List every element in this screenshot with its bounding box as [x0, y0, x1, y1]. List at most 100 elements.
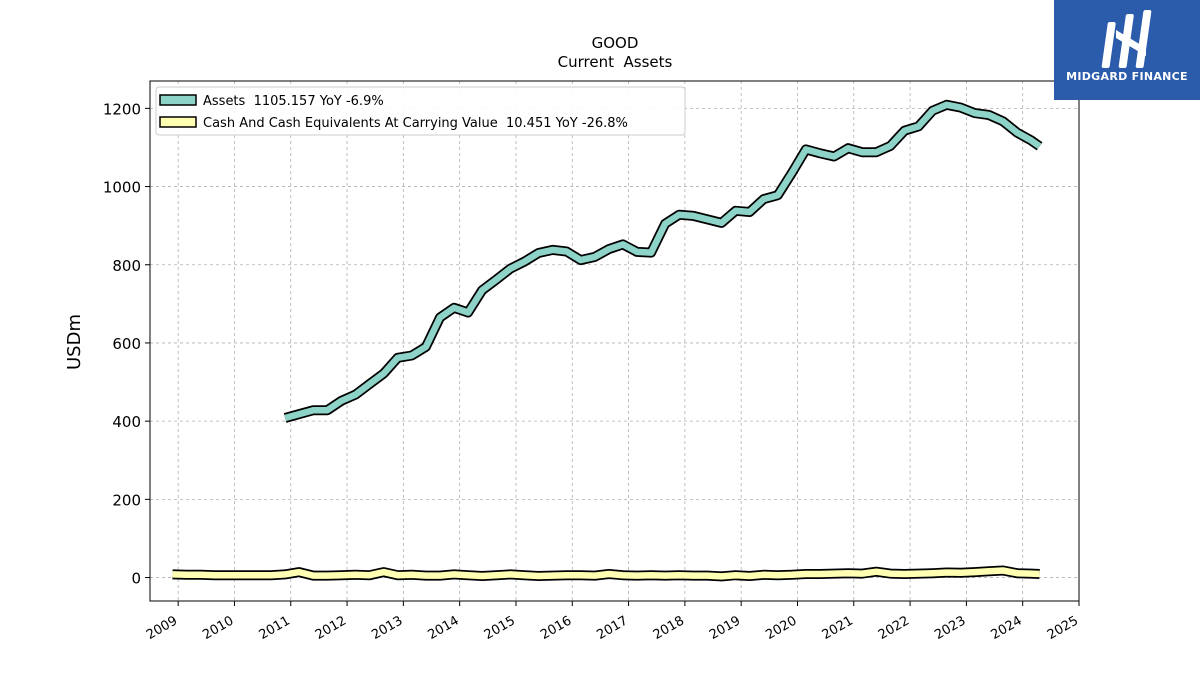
series-0-point — [917, 124, 921, 128]
x-tick-label: 2017 — [594, 613, 630, 643]
series-1-point — [691, 574, 695, 578]
series-1-point — [832, 572, 836, 576]
chart-title: GOOD — [592, 34, 639, 52]
series-0-point — [874, 150, 878, 154]
series-1-point — [903, 572, 907, 576]
series-0-point — [818, 151, 822, 155]
legend-box — [155, 86, 686, 136]
plot-area-frame — [149, 80, 1080, 602]
series-0-point — [410, 354, 414, 358]
series-0-point — [987, 113, 991, 117]
series-1-point — [522, 573, 526, 577]
x-tick-label: 2014 — [426, 613, 462, 643]
series-0-point — [480, 288, 484, 292]
series-0-point — [888, 144, 892, 148]
y-tick-label: 600 — [112, 335, 141, 353]
series-1-point — [1038, 572, 1042, 576]
series-1-point — [508, 572, 512, 576]
series-0-point — [508, 267, 512, 271]
series-1-point — [593, 574, 597, 578]
series-1-point — [621, 573, 625, 577]
series-1-point — [551, 574, 555, 578]
series-1-point — [438, 574, 442, 578]
brand-name: MIDGARD FINANCE — [1066, 70, 1188, 83]
series-0-point — [790, 171, 794, 175]
series-0-point — [720, 221, 724, 225]
series-0-points — [283, 103, 1042, 420]
x-tick-label: 2018 — [651, 613, 687, 643]
series-0-point — [593, 255, 597, 259]
x-tick-label: 2015 — [482, 613, 518, 643]
series-1-point — [213, 573, 217, 577]
x-axis: 2009 2010 2011 2012 2013 2014 2015 2016 2017 2018… — [144, 601, 1081, 643]
series-0-point — [734, 209, 738, 213]
series-1-point — [734, 573, 738, 577]
x-tick-label: 2024 — [989, 613, 1025, 643]
x-tick-label: 2025 — [1045, 613, 1081, 643]
series-0-line — [284, 101, 1042, 422]
x-tick-label: 2010 — [200, 613, 236, 643]
series-0-point — [579, 258, 583, 262]
series-0-point — [903, 129, 907, 133]
series-0-point — [565, 250, 569, 254]
series-0-point — [551, 248, 555, 252]
series-1-point — [959, 571, 963, 575]
series-1-point — [607, 572, 611, 576]
series-1-point — [283, 572, 287, 576]
y-tick-label: 1000 — [103, 179, 141, 197]
series-0-point — [959, 106, 963, 110]
series-0-point — [438, 316, 442, 320]
series-0-point — [494, 278, 498, 282]
series-1-point — [790, 573, 794, 577]
series-0-point — [354, 393, 358, 397]
series-1-point — [368, 573, 372, 577]
x-tick-label: 2012 — [313, 613, 349, 643]
series-0-point — [776, 193, 780, 197]
series-0-point — [537, 251, 541, 255]
series-1-point — [1015, 571, 1019, 575]
series-0-point — [607, 247, 611, 251]
series-0-point — [1038, 144, 1042, 148]
y-tick-label: 1200 — [103, 100, 141, 118]
x-tick-label: 2020 — [763, 613, 799, 643]
series-1-point — [874, 570, 878, 574]
series-1-point — [297, 570, 301, 574]
x-tick-label: 2009 — [144, 613, 180, 643]
legend-label: Assets 1105.157 YoY -6.9% — [203, 94, 384, 109]
series-0-point — [382, 372, 386, 376]
series-0-point — [804, 147, 808, 151]
series-0-point — [1001, 119, 1005, 123]
series-1-point — [649, 573, 653, 577]
series-1-point — [354, 573, 358, 577]
series-0-point — [705, 217, 709, 221]
series-1-point — [987, 569, 991, 573]
brand-mark-icon — [1101, 10, 1152, 68]
series-1-point — [466, 573, 470, 577]
series-1-point — [579, 573, 583, 577]
series-0-point — [452, 306, 456, 310]
series-1-point — [818, 572, 822, 576]
x-tick-label: 2022 — [876, 613, 912, 643]
series-1-point — [945, 571, 949, 575]
legend-swatch — [159, 116, 197, 128]
series-1-point — [973, 570, 977, 574]
series-0-point — [1015, 131, 1019, 135]
x-tick-label: 2013 — [369, 613, 405, 643]
y-tick-label: 200 — [112, 491, 141, 509]
series-1-point — [241, 573, 245, 577]
series-1-point — [171, 572, 175, 576]
series-0-point — [621, 242, 625, 246]
series-1-line — [172, 567, 1040, 580]
series-1-point — [663, 574, 667, 578]
series-1-point — [410, 573, 414, 577]
series-0-point — [762, 197, 766, 201]
series-0-point — [466, 311, 470, 315]
series-0-point — [325, 408, 329, 412]
brand-logo: MIDGARD FINANCE — [1054, 0, 1200, 100]
grid — [150, 81, 1080, 601]
series-1-point — [846, 571, 850, 575]
x-tick-label: 2011 — [257, 613, 293, 643]
x-tick-label: 2021 — [820, 613, 856, 643]
series-0-line-outline — [283, 99, 1043, 423]
series-1-point — [185, 573, 189, 577]
